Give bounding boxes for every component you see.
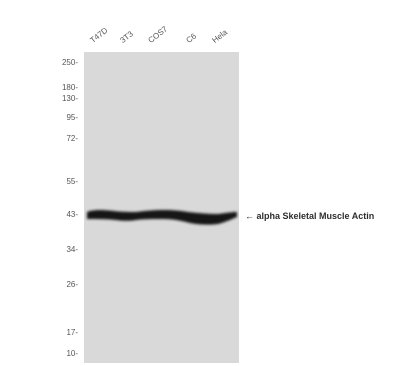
lane-label-c6: C6 <box>184 31 199 45</box>
marker-130: 130- <box>61 94 78 103</box>
marker-26: 26- <box>66 280 78 289</box>
lane-label-t47d: T47D <box>88 25 110 45</box>
marker-72: 72- <box>66 134 78 143</box>
lane-label-cos7: COS7 <box>146 24 170 45</box>
marker-10: 10- <box>66 349 78 358</box>
protein-band <box>87 210 237 225</box>
marker-250: 250- <box>61 58 78 67</box>
marker-17: 17- <box>66 328 78 337</box>
blot-membrane <box>84 52 239 363</box>
marker-34: 34- <box>66 245 78 254</box>
lane-label-hela: Hela <box>210 27 229 45</box>
marker-43: 43- <box>66 210 78 219</box>
band-annotation: ← alpha Skeletal Muscle Actin <box>245 211 375 221</box>
marker-95: 95- <box>66 113 78 122</box>
marker-55: 55- <box>66 177 78 186</box>
marker-180: 180- <box>61 83 78 92</box>
lane-label-3t3: 3T3 <box>118 29 135 45</box>
